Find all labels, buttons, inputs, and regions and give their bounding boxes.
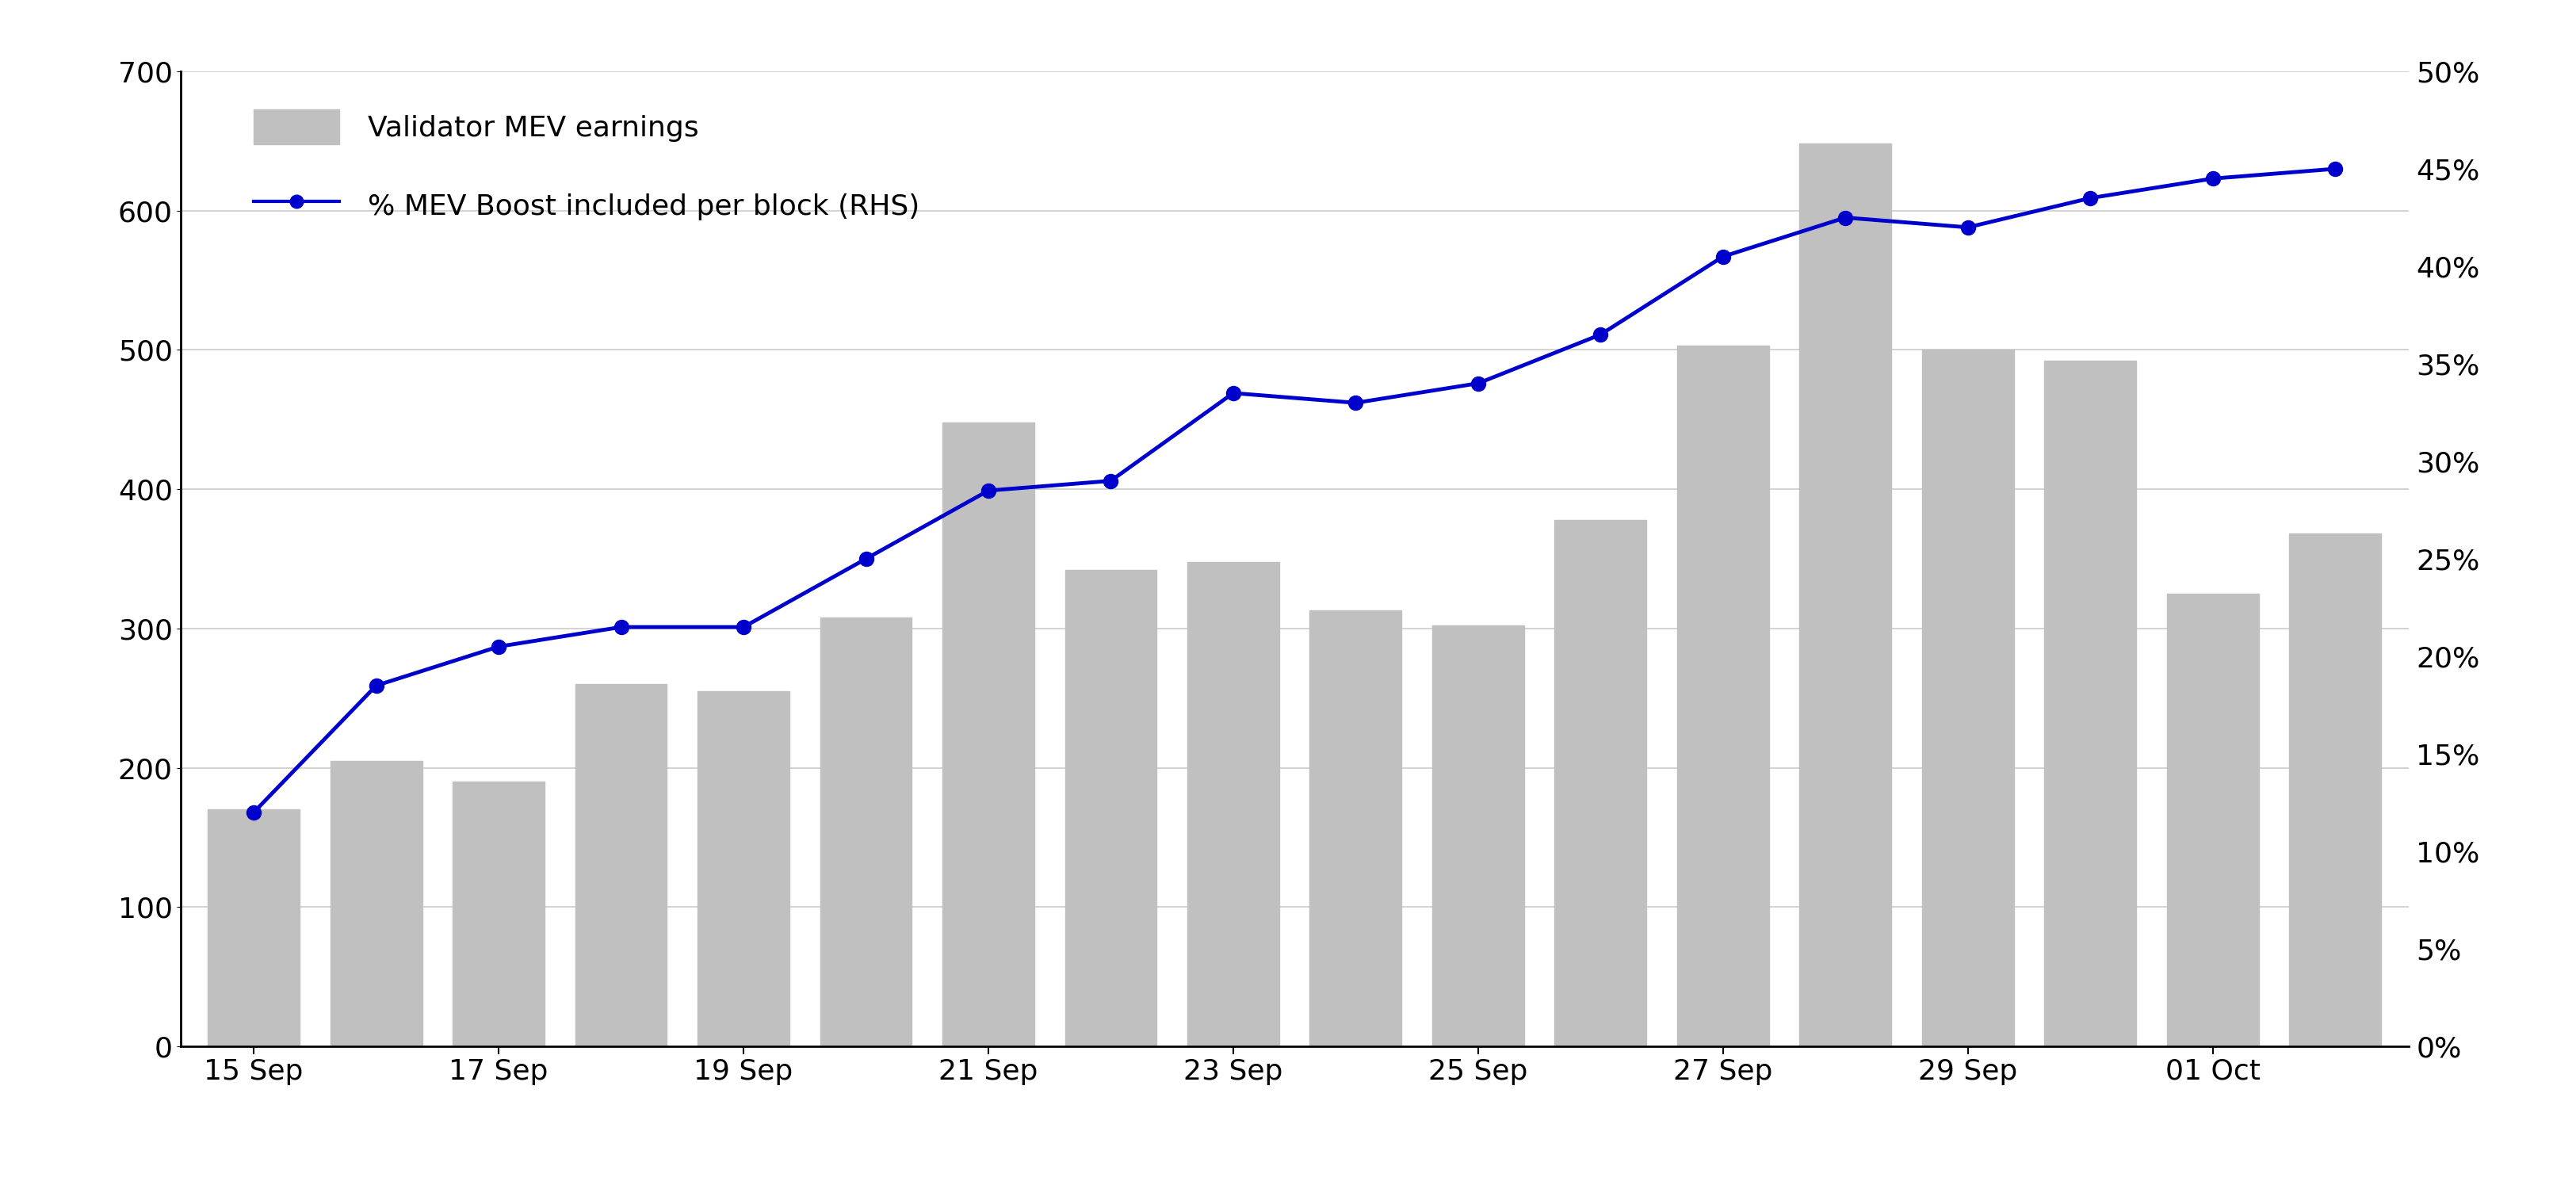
Bar: [1922, 350, 2014, 1046]
Bar: [209, 810, 299, 1046]
Bar: [1677, 346, 1770, 1046]
Bar: [1553, 520, 1646, 1046]
Bar: [453, 781, 544, 1046]
Bar: [2290, 534, 2380, 1046]
Legend: Validator MEV earnings, % MEV Boost included per block (RHS): Validator MEV earnings, % MEV Boost incl…: [240, 95, 935, 237]
Bar: [2166, 593, 2259, 1046]
Bar: [1188, 561, 1280, 1046]
Bar: [1064, 570, 1157, 1046]
Bar: [330, 761, 422, 1046]
Bar: [2045, 361, 2136, 1046]
Bar: [574, 684, 667, 1046]
Bar: [1432, 625, 1525, 1046]
Bar: [1309, 610, 1401, 1046]
Bar: [698, 691, 788, 1046]
Bar: [943, 422, 1036, 1046]
Bar: [1801, 144, 1891, 1046]
Bar: [819, 617, 912, 1046]
